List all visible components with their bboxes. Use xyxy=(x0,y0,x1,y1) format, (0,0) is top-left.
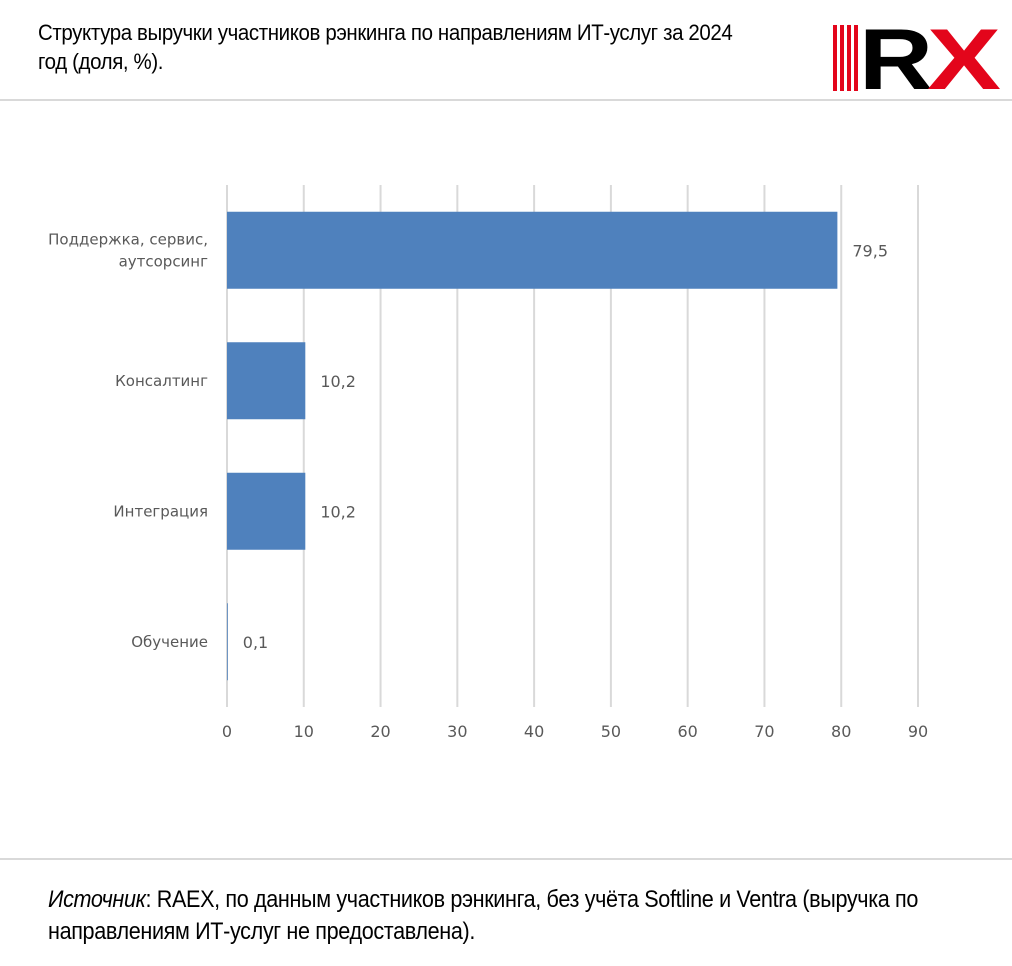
header-divider xyxy=(0,99,1012,101)
bar xyxy=(227,342,306,420)
x-tick-label: 90 xyxy=(908,722,928,741)
x-tick-label: 30 xyxy=(447,722,467,741)
bar xyxy=(227,472,306,550)
source-text: : RAEX, по данным участников рэнкинга, б… xyxy=(48,886,919,945)
logo-letter-x: X xyxy=(927,25,1001,91)
chart-title: Структура выручки участников рэнкинга по… xyxy=(38,20,733,74)
category-label-line: Поддержка, сервис, xyxy=(48,230,208,248)
data-label: 10,2 xyxy=(320,372,356,391)
bars xyxy=(227,211,838,681)
logo-stripe xyxy=(840,25,844,91)
x-tick-label: 70 xyxy=(754,722,774,741)
category-label-line: Интеграция xyxy=(113,502,208,520)
data-label: 0,1 xyxy=(243,633,268,652)
logo-stripe xyxy=(847,25,851,91)
x-tick-label: 60 xyxy=(677,722,697,741)
category-label-line: аутсорсинг xyxy=(119,252,209,270)
category-label: Интеграция xyxy=(113,502,208,520)
category-label: Консалтинг xyxy=(115,372,208,390)
x-tick-label: 20 xyxy=(370,722,390,741)
category-label: Поддержка, сервис, аутсорсинг xyxy=(48,230,208,270)
footer-divider xyxy=(0,858,1012,860)
data-label: 10,2 xyxy=(320,502,356,521)
x-tick-label: 10 xyxy=(294,722,314,741)
category-label-line: Обучение xyxy=(131,633,208,651)
x-tick-label: 40 xyxy=(524,722,544,741)
bar xyxy=(227,211,838,289)
source-label: Источник xyxy=(48,886,146,913)
bar-chart: 0 10 20 30 40 50 60 70 80 90 79,5 Поддержка, сервис… xyxy=(48,185,928,741)
logo-stripe xyxy=(854,25,858,91)
x-tick-label: 0 xyxy=(222,722,232,741)
data-label: 79,5 xyxy=(852,241,888,260)
labels: 0 10 20 30 40 50 60 70 80 90 79,5 Поддержка, сервис… xyxy=(48,230,928,741)
logo-letter-r: R xyxy=(859,25,933,91)
raex-logo: R X xyxy=(833,25,1001,91)
source-note: Источник: RAEX, по данным участников рэн… xyxy=(48,884,948,948)
bar xyxy=(227,603,228,681)
x-tick-label: 50 xyxy=(601,722,621,741)
category-label-line: Консалтинг xyxy=(115,372,208,390)
category-label: Обучение xyxy=(131,633,208,651)
x-tick-label: 80 xyxy=(831,722,851,741)
logo-stripe xyxy=(833,25,837,91)
